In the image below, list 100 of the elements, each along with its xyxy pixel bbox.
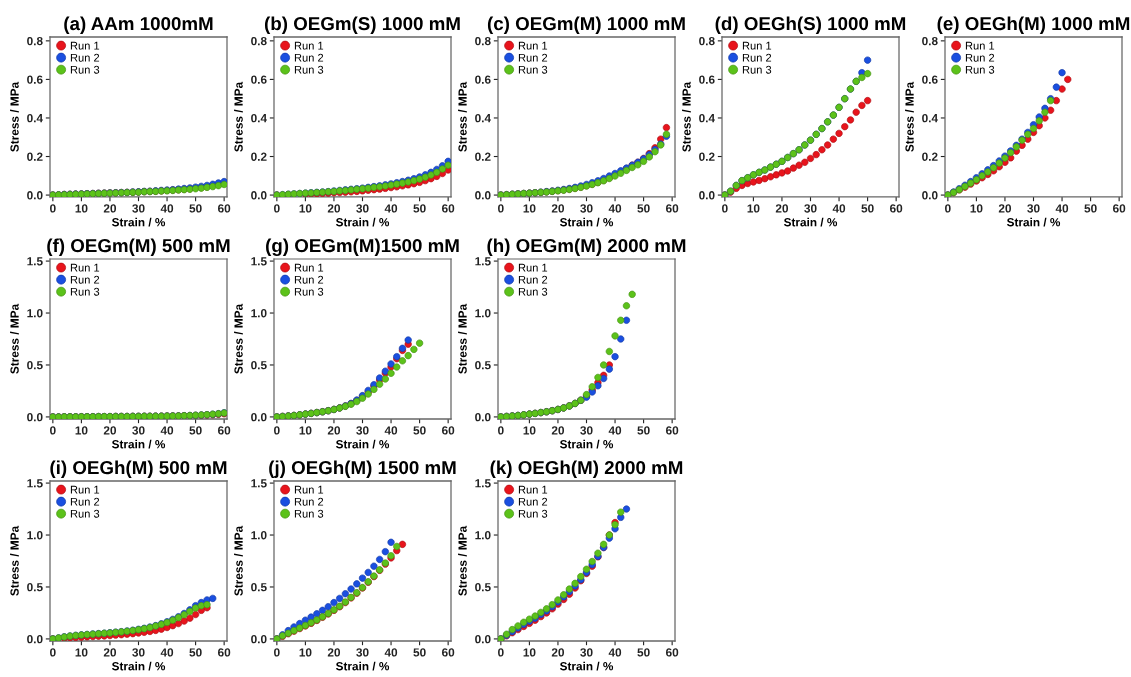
legend-label: Run 3 xyxy=(518,287,548,296)
x-tick-label: 60 xyxy=(890,204,903,213)
x-tick-label: 0 xyxy=(945,204,951,213)
chart-title: (j) OEGh(M) 1500 mM xyxy=(269,460,456,478)
y-tick-label: 1.5 xyxy=(475,257,491,266)
x-tick-label: 60 xyxy=(218,426,231,435)
legend-label: Run 1 xyxy=(294,263,324,272)
chart-title: (f) OEGm(M) 500 mM xyxy=(47,238,230,256)
y-axis-title: Stress / MPa xyxy=(458,525,467,596)
legend-label: Run 2 xyxy=(518,275,548,284)
x-tick-label: 0 xyxy=(50,426,56,435)
x-tick-label: 30 xyxy=(1027,204,1040,213)
y-tick-label: 0.2 xyxy=(922,152,938,161)
y-axis-title: Stress / MPa xyxy=(10,525,19,596)
legend-label: Run 3 xyxy=(294,287,324,296)
x-tick-label: 0 xyxy=(274,204,280,213)
legend-label: Run 3 xyxy=(742,65,772,74)
chart-title: (g) OEGm(M)1500 mM xyxy=(266,238,459,257)
y-tick-label: 0.2 xyxy=(699,152,715,161)
chart-title: (i) OEGh(M) 500 mM xyxy=(50,460,227,478)
y-axis-title: Stress / MPa xyxy=(10,81,19,152)
y-axis-title: Stress / MPa xyxy=(458,303,467,374)
x-tick-label: 30 xyxy=(356,426,369,435)
x-tick-label: 20 xyxy=(103,426,117,435)
x-tick-label: 40 xyxy=(160,204,174,213)
x-tick-label: 50 xyxy=(637,204,650,213)
y-tick-label: 0.0 xyxy=(922,191,938,200)
x-tick-label: 30 xyxy=(804,204,817,213)
y-tick-label: 1.0 xyxy=(251,531,267,540)
y-tick-label: 1.5 xyxy=(251,257,267,266)
y-tick-label: 0.4 xyxy=(475,114,491,123)
x-axis-title: Strain / % xyxy=(1006,217,1061,227)
x-tick-label: 40 xyxy=(384,426,398,435)
y-axis-title: Stress / MPa xyxy=(234,303,243,374)
chart-title: (c) OEGm(M) 1000 mM xyxy=(487,16,685,34)
x-tick-label: 30 xyxy=(580,204,593,213)
y-tick-label: 0.5 xyxy=(27,361,43,370)
legend-label: Run 1 xyxy=(294,485,324,494)
y-tick-label: 0.5 xyxy=(251,361,267,370)
y-tick-label: 0.0 xyxy=(27,191,43,200)
legend-label: Run 1 xyxy=(294,41,324,50)
x-tick-label: 60 xyxy=(442,204,455,213)
y-tick-label: 1.5 xyxy=(251,479,267,488)
x-tick-label: 40 xyxy=(608,426,622,435)
y-tick-label: 0.6 xyxy=(27,75,43,84)
x-axis-title: Strain / % xyxy=(559,661,614,671)
x-axis-title: Strain / % xyxy=(111,439,166,449)
x-tick-label: 50 xyxy=(637,648,650,657)
x-tick-label: 60 xyxy=(666,204,679,213)
x-tick-label: 10 xyxy=(299,204,312,213)
x-tick-label: 50 xyxy=(413,648,426,657)
y-tick-label: 0.5 xyxy=(475,361,491,370)
x-tick-label: 10 xyxy=(299,426,312,435)
legend-label: Run 2 xyxy=(965,53,995,62)
x-tick-label: 30 xyxy=(132,648,145,657)
chart-title: (b) OEGm(S) 1000 mM xyxy=(264,16,460,34)
x-tick-label: 20 xyxy=(327,648,341,657)
legend-label: Run 3 xyxy=(70,287,100,296)
x-tick-label: 60 xyxy=(218,204,231,213)
x-tick-label: 0 xyxy=(498,426,504,435)
x-tick-label: 10 xyxy=(523,204,536,213)
y-tick-label: 0.4 xyxy=(922,114,938,123)
legend-label: Run 1 xyxy=(70,41,100,50)
x-tick-label: 60 xyxy=(442,426,455,435)
x-axis-title: Strain / % xyxy=(559,217,614,227)
x-tick-label: 20 xyxy=(327,426,341,435)
x-tick-label: 30 xyxy=(356,648,369,657)
x-tick-label: 0 xyxy=(498,204,504,213)
y-tick-label: 0.0 xyxy=(27,634,43,644)
legend-label: Run 2 xyxy=(294,497,324,506)
y-tick-label: 0.6 xyxy=(922,75,938,84)
legend-label: Run 2 xyxy=(294,275,324,284)
y-tick-label: 0.8 xyxy=(699,36,715,46)
x-tick-label: 40 xyxy=(832,204,846,213)
y-tick-label: 0.0 xyxy=(475,412,491,422)
y-axis-title: Stress / MPa xyxy=(234,525,243,596)
x-tick-label: 0 xyxy=(274,426,280,435)
x-tick-label: 30 xyxy=(580,648,593,657)
x-tick-label: 0 xyxy=(50,204,56,213)
x-tick-label: 50 xyxy=(189,648,202,657)
y-tick-label: 1.5 xyxy=(27,257,43,266)
y-tick-label: 0.0 xyxy=(251,412,267,422)
x-tick-label: 10 xyxy=(75,204,88,213)
x-tick-label: 0 xyxy=(274,648,280,657)
y-axis-title: Stress / MPa xyxy=(682,81,691,152)
y-tick-label: 1.0 xyxy=(27,531,43,540)
x-axis-title: Strain / % xyxy=(783,217,838,227)
x-tick-label: 0 xyxy=(50,648,56,657)
y-tick-label: 0.2 xyxy=(251,152,267,161)
y-tick-label: 1.0 xyxy=(475,531,491,540)
x-tick-label: 40 xyxy=(1055,204,1069,213)
y-tick-label: 0.0 xyxy=(699,191,715,200)
y-tick-label: 0.8 xyxy=(251,36,267,46)
y-tick-label: 0.8 xyxy=(475,36,491,46)
legend-label: Run 2 xyxy=(70,275,100,284)
legend-label: Run 2 xyxy=(294,53,324,62)
y-tick-label: 0.4 xyxy=(699,114,715,123)
x-tick-label: 20 xyxy=(551,648,565,657)
y-tick-label: 0.0 xyxy=(251,191,267,200)
y-axis-title: Stress / MPa xyxy=(458,81,467,152)
